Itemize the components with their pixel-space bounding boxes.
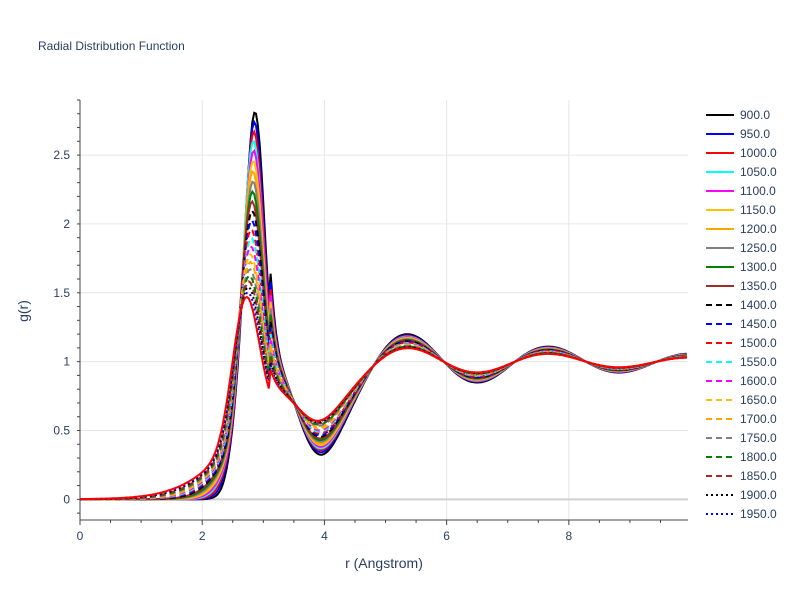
legend-item[interactable]: 1950.0 — [706, 507, 777, 521]
x-tick-label: 2 — [199, 529, 206, 543]
series-line — [80, 252, 687, 501]
series-line — [80, 268, 687, 501]
legend-item[interactable]: 1100.0 — [706, 184, 776, 198]
x-tick-label: 4 — [321, 529, 328, 543]
series-line — [80, 139, 687, 501]
legend-label: 1900.0 — [740, 488, 777, 502]
legend-label: 1850.0 — [740, 469, 777, 483]
legend-label: 1650.0 — [740, 393, 777, 407]
legend-label: 1400.0 — [740, 298, 777, 312]
y-tick-label: 0 — [63, 492, 70, 506]
legend-item[interactable]: 1750.0 — [706, 431, 777, 445]
y-tick-label: 0.5 — [53, 423, 70, 437]
legend-label: 1550.0 — [740, 355, 777, 369]
series-line — [80, 280, 687, 501]
legend-item[interactable]: 1350.0 — [706, 279, 777, 293]
legend-label: 1750.0 — [740, 431, 777, 445]
legend-item[interactable]: 1650.0 — [706, 393, 777, 407]
legend-label: 1000.0 — [740, 146, 777, 160]
series-line — [80, 291, 687, 501]
legend-label: 1450.0 — [740, 317, 777, 331]
legend-label: 1800.0 — [740, 450, 777, 464]
legend-item[interactable]: 1050.0 — [706, 165, 777, 179]
legend-item[interactable]: 1700.0 — [706, 412, 777, 426]
legend-label: 900.0 — [740, 108, 770, 122]
legend-label: 1350.0 — [740, 279, 777, 293]
series-line — [80, 274, 687, 501]
legend-label: 1950.0 — [740, 507, 777, 521]
series-line — [80, 260, 687, 501]
grid-lines — [80, 100, 688, 520]
series-line — [80, 111, 687, 501]
legend-item[interactable]: 1900.0 — [706, 488, 777, 502]
x-axis-title: r (Angstrom) — [345, 555, 423, 571]
legend-label: 1050.0 — [740, 165, 777, 179]
series-line — [80, 160, 687, 501]
x-tick-label: 8 — [566, 529, 573, 543]
series-line — [80, 180, 687, 501]
legend-label: 1500.0 — [740, 336, 777, 350]
legend-item[interactable]: 1300.0 — [706, 260, 777, 274]
legend-item[interactable]: 1800.0 — [706, 450, 777, 464]
series-line — [80, 169, 687, 501]
chart-title: Radial Distribution Function — [38, 39, 185, 53]
series-line — [80, 129, 687, 501]
legend-label: 1250.0 — [740, 241, 777, 255]
series-line — [80, 237, 687, 501]
series-line — [80, 119, 687, 501]
series-line — [80, 244, 687, 501]
legend-item[interactable]: 1550.0 — [706, 355, 777, 369]
legend-item[interactable]: 1250.0 — [706, 241, 777, 255]
legend-label: 1200.0 — [740, 222, 777, 236]
series-line — [80, 148, 687, 501]
legend-label: 950.0 — [740, 127, 770, 141]
series-line — [80, 295, 687, 501]
legend-label: 1600.0 — [740, 374, 777, 388]
y-tick-label: 1 — [63, 355, 70, 369]
y-tick-label: 2 — [63, 217, 70, 231]
legend-item[interactable]: 1400.0 — [706, 298, 777, 312]
legend-item[interactable]: 1200.0 — [706, 222, 777, 236]
series-line — [80, 189, 687, 501]
axes: 0 2 4 6 8 0 0.5 1 1.5 2 2.5 — [53, 99, 688, 543]
x-tick-label: 6 — [443, 529, 450, 543]
y-axis-title: g(r) — [15, 300, 31, 322]
legend-item[interactable]: 950.0 — [706, 127, 770, 141]
legend-label: 1300.0 — [740, 260, 777, 274]
series-line — [80, 219, 687, 501]
legend[interactable]: 900.0 950.0 1000.0 1050.0 1100.0 1150.0 1200.0… — [706, 108, 777, 521]
legend-item[interactable]: 1150.0 — [706, 203, 776, 217]
legend-item[interactable]: 1600.0 — [706, 374, 777, 388]
legend-item[interactable]: 900.0 — [706, 108, 770, 122]
legend-label: 1100.0 — [740, 184, 776, 198]
legend-item[interactable]: 1850.0 — [706, 469, 777, 483]
legend-label: 1150.0 — [740, 203, 776, 217]
legend-label: 1700.0 — [740, 412, 777, 426]
y-tick-label: 2.5 — [53, 148, 70, 162]
legend-item[interactable]: 1450.0 — [706, 317, 777, 331]
legend-item[interactable]: 1000.0 — [706, 146, 777, 160]
y-tick-label: 1.5 — [53, 286, 70, 300]
legend-item[interactable]: 1500.0 — [706, 336, 777, 350]
x-tick-label: 0 — [77, 529, 84, 543]
plot-area — [80, 111, 687, 501]
series-line — [80, 285, 687, 501]
